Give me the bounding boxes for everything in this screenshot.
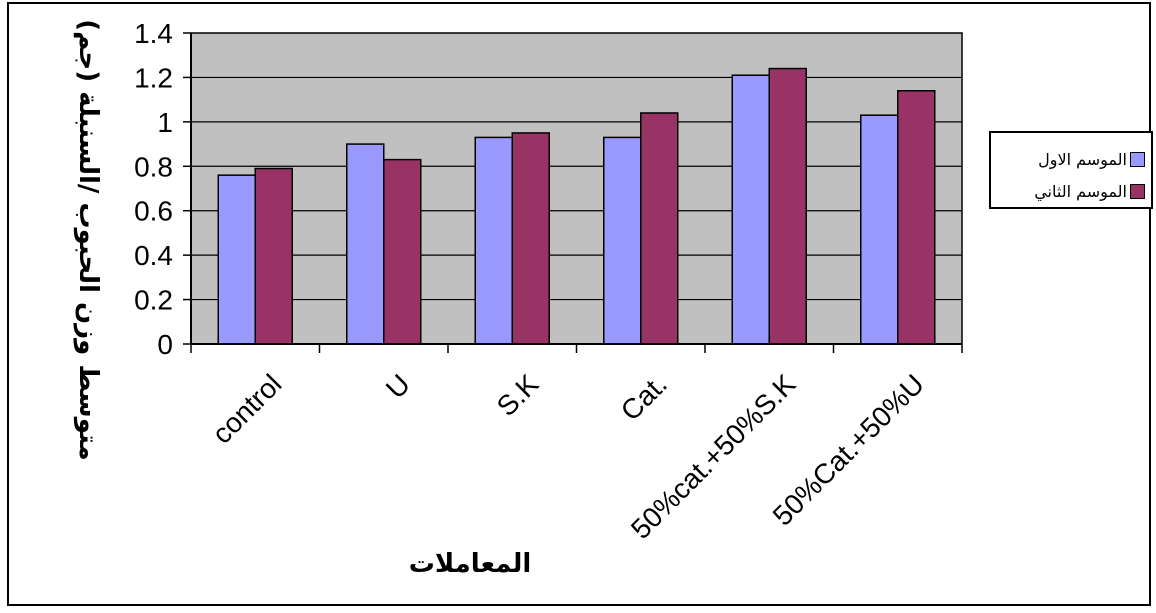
legend-label: الموسم الثاني: [1034, 181, 1127, 201]
axes: [183, 32, 963, 353]
y-tick-label: 0.8: [134, 151, 173, 182]
bar-1-2: [474, 136, 513, 345]
bars: [217, 67, 936, 345]
y-tick-label: 0: [157, 329, 173, 360]
legend-swatch: [1130, 183, 1145, 199]
y-axis-title: متوسط وزن الحبوب /السنبلة (جم): [73, 19, 103, 461]
y-tick-label: 0.4: [134, 240, 173, 271]
gridlines: [191, 76, 962, 301]
x-axis-title: المعاملات: [409, 549, 532, 579]
x-tick-label: U: [380, 368, 416, 404]
y-tick-label: 1.2: [134, 62, 173, 93]
bar-1-3: [603, 136, 642, 345]
legend-swatch: [1130, 151, 1145, 167]
bar-1-1: [346, 143, 385, 345]
bar-1-0: [217, 174, 256, 345]
y-tick-labels: 0 0.2 0.4 0.6 0.8 1 1.2 1.4: [134, 18, 173, 360]
bar-1-5: [860, 114, 899, 345]
x-tick-labels: control U S.K Cat.50%cat.+50%S.K50%Cat.+50%…: [206, 368, 930, 545]
legend-item-season-1: الموسم الاول: [1038, 147, 1145, 171]
bar-2-5: [897, 90, 936, 345]
x-tick-label: S.K: [491, 368, 545, 422]
legend-item-season-2: الموسم الثاني: [1034, 179, 1145, 203]
y-tick-label: 1.4: [134, 18, 173, 49]
y-tick-label: 0.2: [134, 285, 173, 316]
bar-2-2: [511, 132, 550, 345]
bar-2-1: [383, 158, 422, 345]
legend-label: الموسم الاول: [1038, 149, 1127, 169]
bar-2-0: [254, 167, 293, 345]
x-tick-label: control: [206, 368, 287, 449]
bar-2-4: [768, 67, 807, 345]
y-tick-label: 1: [157, 107, 173, 138]
x-tick-label: Cat.: [615, 368, 673, 426]
y-tick-label: 0.6: [134, 196, 173, 227]
plot-area: [190, 32, 963, 345]
bar-2-3: [640, 112, 679, 345]
bar-1-4: [731, 74, 770, 345]
legend: الموسم الاول الموسم الثاني: [989, 131, 1153, 209]
